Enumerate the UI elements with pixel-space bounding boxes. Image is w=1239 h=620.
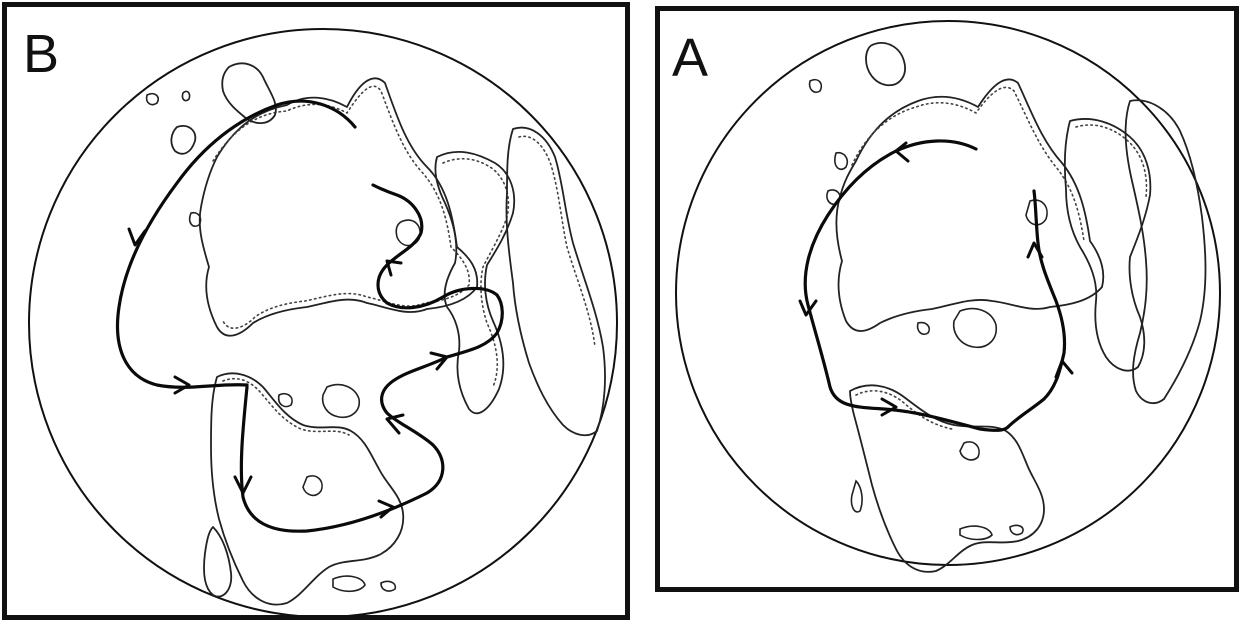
arrow-east-north-a [1026,241,1044,259]
arrow-inner-east-b [377,499,395,519]
panel-label-b: B [23,24,60,84]
panel-label-a: A [672,28,709,88]
coastline-south-b [210,372,405,606]
coastline-baffin-b [170,125,197,155]
coastline-far-east-b [505,126,606,437]
globe-outline-a [675,20,1221,566]
polar-map-a [675,20,1221,573]
arrow-loop-south-a [880,397,898,417]
polar-map-b [28,28,618,615]
map-panel-b: B [2,2,630,620]
route-inner-loop-b [239,355,449,533]
route-east-branch-a [1006,189,1067,429]
map-panel-a: A [655,6,1239,592]
arrow-northeast-b [429,351,449,371]
route-main-loop-a [803,139,1010,432]
arrow-inner-south-b [233,475,253,495]
arrow-outer-south-b [173,375,191,395]
coastline-eurasia-a [835,78,1105,332]
arrow-loop-west-a [798,299,818,317]
coastline-left-a [865,42,906,87]
route-outer-loop-b [115,99,357,389]
coastline-left-b [221,62,277,124]
coastline-southwest-b [203,526,233,598]
coastline-east-b [434,150,516,415]
globe-outline-b [28,28,618,615]
inland-sea-a [952,307,998,349]
arrow-east-branch-a [1054,359,1074,379]
coastline-east-a [1063,118,1152,372]
arrow-inner-north-b [385,413,405,435]
coastline-eurasia-b [198,77,479,337]
arrow-outer-west-b [127,227,147,247]
arrow-loop-north-a [894,141,910,163]
coastline-far-east-a [1124,99,1207,405]
coastline-south-a [849,384,1045,573]
route-northeast-b [371,183,504,359]
arrow-loop-b [385,259,403,277]
